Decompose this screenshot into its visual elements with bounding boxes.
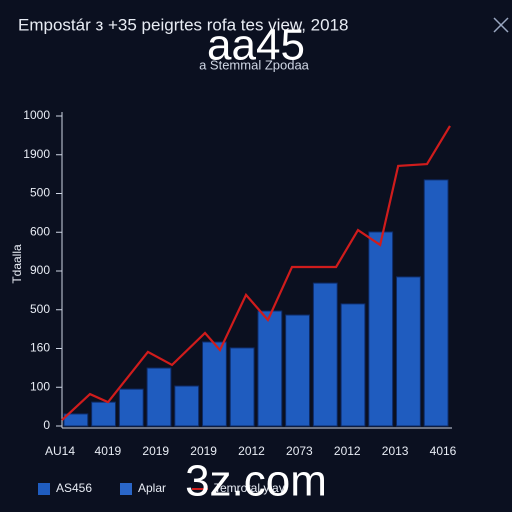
y-tick-label: 160	[30, 341, 50, 355]
y-tick-label: 0	[43, 418, 50, 432]
x-tick-label: 2019	[190, 444, 217, 458]
legend-swatch	[38, 483, 50, 495]
y-tick-label: 600	[30, 224, 50, 238]
bar	[368, 231, 394, 427]
bar	[63, 413, 89, 427]
x-tick-label: 2012	[334, 444, 361, 458]
x-tick-label: 2012	[238, 444, 265, 458]
bar	[229, 347, 255, 427]
watermark: 3z.com	[185, 457, 327, 506]
x-tick-label: 2013	[382, 444, 409, 458]
bar	[312, 282, 338, 427]
chart-title: Empostár з +35 peigrtes rofa tes view, 2…	[18, 15, 349, 34]
legend-label: Aplar	[138, 481, 166, 495]
y-tick-label: 500	[30, 186, 50, 200]
x-tick-label: 2019	[142, 444, 169, 458]
bar	[257, 310, 283, 427]
close-button[interactable]	[493, 17, 509, 33]
chart-subtitle: a Stemmal Zpodaa	[199, 57, 310, 72]
x-tick-label: 2073	[286, 444, 313, 458]
legend-swatch	[120, 483, 132, 495]
y-tick-label: 500	[30, 302, 50, 316]
y-tick-label: 100	[30, 379, 50, 393]
watermark: aa45	[207, 21, 305, 70]
x-tick-label: 4019	[95, 444, 122, 458]
bar	[118, 388, 144, 427]
bar	[174, 385, 200, 427]
x-tick-label: AU14	[45, 444, 75, 458]
legend-label: Temrotal ylay	[214, 481, 285, 495]
bar	[285, 314, 310, 427]
y-tick-label: 1000	[23, 108, 50, 122]
bar	[146, 367, 172, 427]
bar	[396, 276, 421, 427]
x-tick-label: 4016	[430, 444, 457, 458]
y-axis-label: Tdaalla	[10, 244, 24, 284]
bar	[91, 401, 116, 427]
y-tick-label: 1900	[23, 147, 50, 161]
legend-label: AS456	[56, 481, 92, 495]
bar	[423, 179, 449, 427]
line	[61, 125, 451, 421]
y-tick-label: 900	[30, 263, 50, 277]
bar	[340, 303, 366, 427]
bar	[202, 341, 227, 427]
